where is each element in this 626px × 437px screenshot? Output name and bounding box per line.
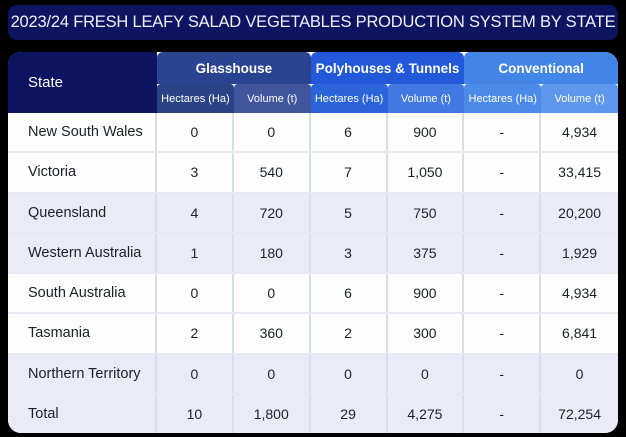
table-header: State Glasshouse Polyhouses & Tunnels Co… [8,52,618,113]
value-cell: 1,800 [234,394,311,433]
value-cell: 0 [157,113,234,152]
state-cell: Tasmania [8,314,157,353]
value-cell: 0 [234,113,311,152]
value-cell: 2 [157,314,234,353]
value-cell: 750 [388,193,465,232]
value-cell: 900 [388,274,465,313]
value-cell: 0 [575,365,584,382]
value-cell: 180 [234,233,311,272]
table-row-western-australia: Western Australia 1 180 3 375 - 1,929 [8,233,618,274]
value-cell: 2 [311,314,388,353]
state-cell: Victoria [8,153,157,192]
value-cell: 360 [234,314,311,353]
value-cell: - [464,193,542,232]
value-cell: - [464,394,542,433]
value-cell: - [464,354,542,393]
state-cell: Northern Territory [8,354,157,393]
value-cell: 720 [234,193,311,232]
sub-header-conventional-volume: Volume (t) [541,84,618,113]
value-cell: - [464,314,542,353]
value-cell: 0 [234,274,311,313]
value-cell: 10 [157,394,234,433]
value-cell: 3 [311,233,388,272]
value-cell: 0 [311,354,388,393]
value-cell: 3 [157,153,234,192]
column-header-state: State [8,52,157,113]
value-cell: 1 [157,233,234,272]
state-cell: South Australia [8,274,157,313]
value-cell: 4 [157,193,234,232]
value-cell: 4,275 [388,394,465,433]
value-cell: - [464,274,542,313]
table-row-northern-territory: Northern Territory 0 0 0 0 - 0 [8,354,618,395]
value-cell: 0 [157,354,234,393]
state-cell: Western Australia [8,233,157,272]
group-header-conventional: Conventional [464,52,618,84]
value-cell: 20,200 [558,204,601,221]
value-cell: 4,934 [562,124,598,141]
value-cell: 4,934 [562,285,598,302]
group-header-polyhouses-tunnels: Polyhouses & Tunnels [310,52,465,84]
title-bar: 2023/24 FRESH LEAFY SALAD VEGETABLES PRO… [8,5,618,40]
value-cell: - [464,153,542,192]
state-cell: Queensland [8,193,157,232]
value-cell: 300 [388,314,465,353]
sub-header-polyhouses-hectares: Hectares (Ha) [310,84,388,113]
state-cell: Total [8,394,157,433]
production-table: State Glasshouse Polyhouses & Tunnels Co… [8,52,618,433]
sub-header-glasshouse-volume: Volume (t) [233,84,311,113]
table-row-queensland: Queensland 4 720 5 750 - 20,200 [8,193,618,234]
value-cell: - [464,233,542,272]
value-cell: 29 [311,394,388,433]
value-cell: 900 [388,113,465,152]
value-cell: 0 [388,354,465,393]
value-cell: 0 [234,354,311,393]
value-cell: 540 [234,153,311,192]
table-row-south-australia: South Australia 0 0 6 900 - 4,934 [8,274,618,315]
value-cell: 375 [388,233,465,272]
table-body: New South Wales 0 0 6 900 - 4,934 Victor… [8,113,618,433]
value-cell: 6 [311,274,388,313]
sub-header-conventional-hectares: Hectares (Ha) [464,84,542,113]
table-row-total: Total 10 1,800 29 4,275 - 72,254 [8,394,618,433]
value-cell: 1,050 [388,153,465,192]
value-cell: 33,415 [558,164,601,181]
value-cell: 1,929 [562,244,598,261]
sub-header-glasshouse-hectares: Hectares (Ha) [157,84,234,113]
value-cell: 72,254 [558,405,601,422]
sub-header-polyhouses-volume: Volume (t) [387,84,465,113]
value-cell: 5 [311,193,388,232]
value-cell: 6 [311,113,388,152]
table-row-victoria: Victoria 3 540 7 1,050 - 33,415 [8,153,618,194]
table-row-tasmania: Tasmania 2 360 2 300 - 6,841 [8,314,618,355]
table-row-new-south-wales: New South Wales 0 0 6 900 - 4,934 [8,113,618,154]
value-cell: - [464,113,542,152]
page-title: 2023/24 FRESH LEAFY SALAD VEGETABLES PRO… [10,13,616,31]
value-cell: 0 [157,274,234,313]
value-cell: 7 [311,153,388,192]
state-cell: New South Wales [8,113,157,152]
value-cell: 6,841 [562,325,598,342]
group-header-glasshouse: Glasshouse [157,52,311,84]
